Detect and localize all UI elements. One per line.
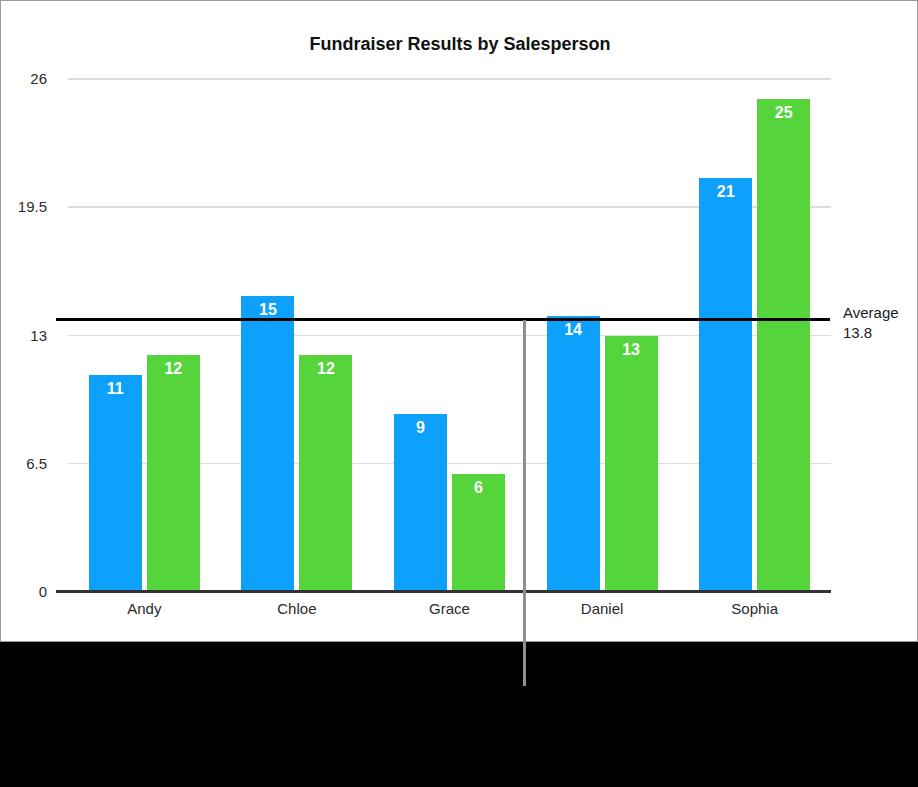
average-line[interactable] — [56, 318, 830, 321]
y-axis-tick-label: 19.5 — [1, 198, 47, 216]
y-axis-tick-label: 13 — [1, 327, 47, 345]
chart-title: Fundraiser Results by Salesperson — [1, 34, 918, 55]
x-axis-label-sophia: Sophia — [678, 600, 831, 617]
bar-sophia-series-green[interactable] — [757, 99, 810, 592]
chart-panel: Fundraiser Results by Salesperson 0 6.5 13… — [0, 0, 918, 642]
bar-value-label: 6 — [452, 479, 505, 497]
bar-value-label: 9 — [394, 419, 447, 437]
bar-value-label: 12 — [299, 360, 352, 378]
chart-figure: Fundraiser Results by Salesperson 0 6.5 13… — [0, 0, 918, 787]
bar-value-label: 11 — [89, 380, 142, 398]
x-axis-label-andy: Andy — [68, 600, 221, 617]
bar-sophia-series-blue[interactable] — [699, 178, 752, 592]
bar-chloe-series-green[interactable] — [299, 355, 352, 592]
bar-value-label: 25 — [757, 104, 810, 122]
bar-value-label: 15 — [241, 301, 294, 319]
average-label-text: Average — [843, 303, 899, 323]
x-axis-label-daniel: Daniel — [526, 600, 679, 617]
bar-andy-series-blue[interactable] — [89, 375, 142, 592]
gridline — [68, 78, 831, 80]
callout-line — [523, 320, 526, 686]
bar-chloe-series-blue[interactable] — [241, 296, 294, 592]
x-axis-label-grace: Grace — [373, 600, 526, 617]
caption-area — [0, 642, 918, 787]
bar-daniel-series-green[interactable] — [605, 336, 658, 593]
bar-value-label: 13 — [605, 341, 658, 359]
bar-grace-series-blue[interactable] — [394, 414, 447, 592]
bar-value-label: 21 — [699, 183, 752, 201]
x-axis-line — [56, 590, 831, 593]
average-line-label: Average 13.8 — [843, 303, 899, 343]
y-axis-tick-label: 26 — [1, 70, 47, 88]
bar-value-label: 12 — [147, 360, 200, 378]
y-axis-tick-label: 0 — [1, 583, 47, 601]
average-value-text: 13.8 — [843, 323, 899, 343]
y-axis-tick-label: 6.5 — [1, 455, 47, 473]
bar-daniel-series-blue[interactable] — [547, 316, 600, 592]
bar-andy-series-green[interactable] — [147, 355, 200, 592]
bar-value-label: 14 — [547, 321, 600, 339]
x-axis-label-chloe: Chloe — [221, 600, 374, 617]
